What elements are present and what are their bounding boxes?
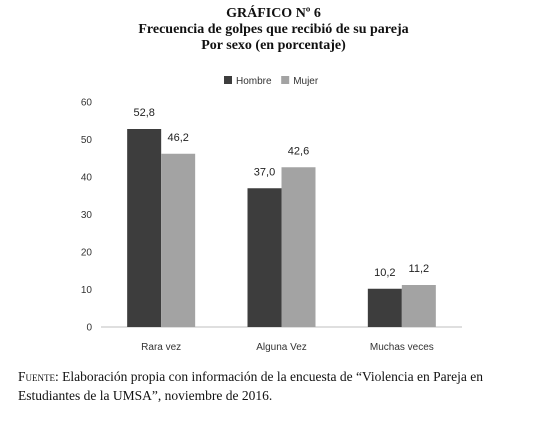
data-label-hombre: 52,8 [133, 107, 154, 119]
data-label-hombre: 37,0 [254, 166, 275, 178]
bar-hombre [367, 288, 402, 327]
bar-mujer [161, 153, 196, 327]
y-tick-label: 20 [81, 248, 93, 259]
y-tick-label: 40 [81, 173, 93, 184]
data-label-mujer: 42,6 [288, 145, 309, 157]
data-label-hombre: 10,2 [374, 267, 395, 279]
bar-mujer [401, 285, 436, 327]
legend-swatch-hombre [224, 76, 232, 84]
source-label: Fuente [18, 369, 55, 384]
chart-number: GRÁFICO Nº 6 [226, 6, 321, 21]
bar-hombre [247, 188, 282, 327]
data-label-mujer: 11,2 [409, 263, 430, 275]
bar-chart: 0 10 20 30 40 50 60 Hombre Mujer 52,8 46,2 Rara vez… [81, 76, 462, 353]
y-tick-label: 10 [81, 285, 93, 296]
source-text: : Elaboración propia con información de … [18, 369, 483, 403]
legend-label-mujer: Mujer [293, 76, 319, 87]
x-category-label: Rara vez [141, 342, 181, 353]
legend-swatch-mujer [281, 76, 290, 84]
y-tick-label: 30 [81, 210, 93, 221]
source-note: Fuente: Elaboración propia con informaci… [18, 367, 533, 405]
bar-mujer [281, 167, 316, 327]
y-tick-label: 50 [81, 135, 93, 146]
y-tick-label: 0 [86, 323, 92, 334]
chart-subtitle: Por sexo (en porcentaje) [201, 38, 346, 53]
data-label-mujer: 46,2 [167, 132, 188, 144]
legend-label-hombre: Hombre [236, 76, 272, 87]
chart-title: Frecuencia de golpes que recibió de su p… [138, 22, 409, 37]
chart-title-block: GRÁFICO Nº 6 Frecuencia de golpes que re… [0, 6, 547, 54]
y-tick-label: 60 [81, 98, 93, 109]
x-category-label: Muchas veces [370, 342, 434, 353]
x-category-label: Alguna Vez [256, 342, 307, 353]
bar-hombre [127, 129, 162, 327]
